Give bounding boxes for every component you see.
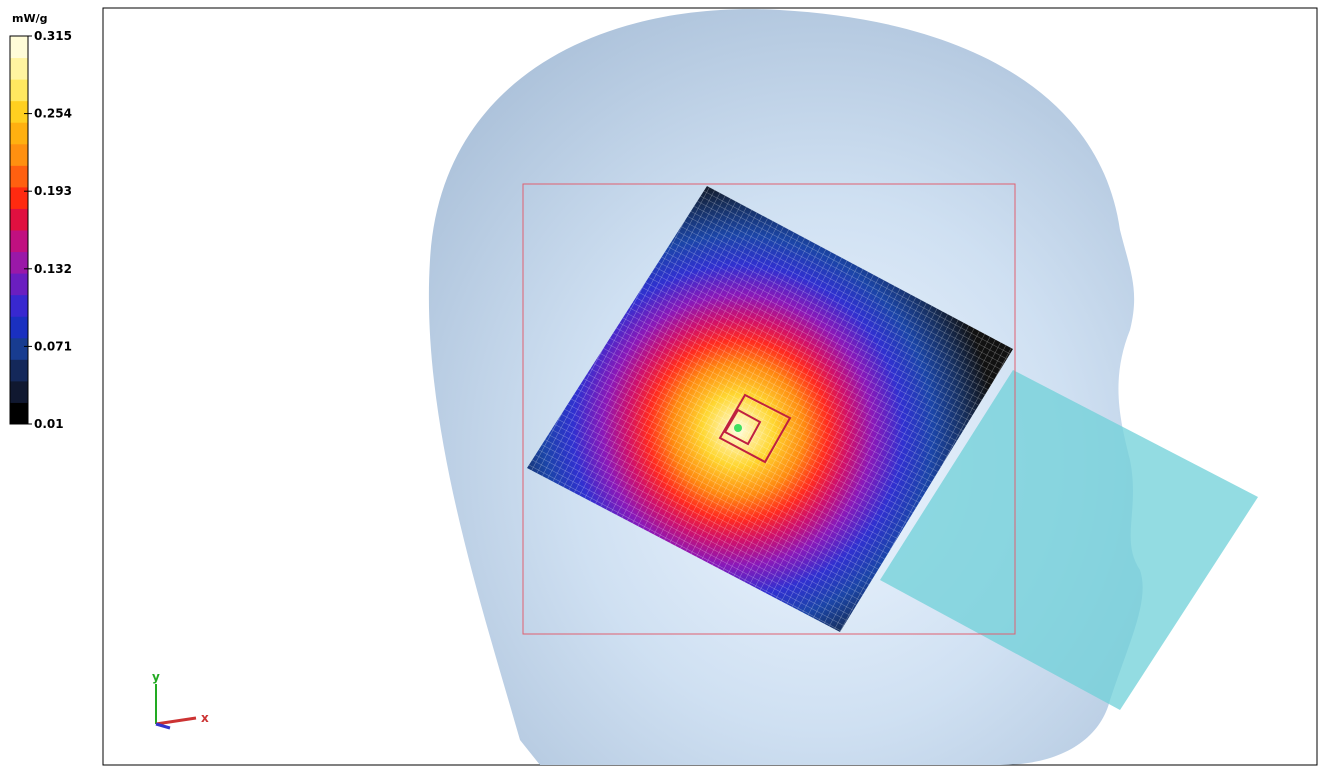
phone: [880, 370, 1258, 710]
colorbar-segment: [10, 273, 28, 296]
colorbar-segment: [10, 122, 28, 145]
colorbar-tick-label: 0.071: [34, 339, 72, 353]
colorbar-segment: [10, 337, 28, 360]
colorbar-segment: [10, 230, 28, 253]
colorbar-segment: [10, 57, 28, 80]
colorbar: 0.315 0.254 0.193 0.132 0.071 0.01: [9, 29, 72, 431]
colorbar-segment: [10, 36, 28, 59]
axes-indicator: y x: [152, 670, 209, 730]
colorbar-unit: mW/g: [12, 12, 48, 25]
colorbar-segment: [10, 294, 28, 317]
colorbar-segment: [10, 402, 28, 425]
colorbar-segment: [10, 100, 28, 123]
colorbar-segment: [10, 165, 28, 188]
colorbar-tick-label: 0.01: [34, 417, 64, 431]
axis-y-label: y: [152, 670, 160, 684]
colorbar-frame: [9, 35, 29, 425]
scan-boundary: [522, 183, 1016, 635]
colorbar-segment: [10, 316, 28, 339]
colorbar-tick-label: 0.193: [34, 184, 72, 198]
colorbar-tick-label: 0.315: [34, 29, 72, 43]
colorbar-segment: [10, 186, 28, 209]
colorbar-segment: [10, 79, 28, 102]
colorbar-segment: [10, 380, 28, 403]
colorbar-tick-label: 0.254: [34, 107, 72, 121]
peak-marker: [734, 424, 742, 432]
colorbar-segment: [10, 208, 28, 231]
zoom-scan: [718, 393, 792, 464]
colorbar-segment: [10, 143, 28, 166]
scan-grid: [527, 186, 1013, 632]
colorbar-segment: [10, 251, 28, 274]
axis-x-label: x: [201, 711, 209, 725]
colorbar-segment: [10, 359, 28, 382]
colorbar-tick-label: 0.132: [34, 262, 72, 276]
